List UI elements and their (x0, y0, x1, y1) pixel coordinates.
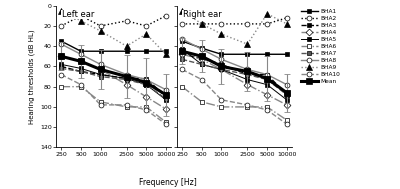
Text: Frequency [Hz]: Frequency [Hz] (139, 178, 197, 187)
Legend: BHA1, BHA2, BHA3, BHA4, BHA5, BHA6, BHA7, BHA8, BHA9, BHA10, Mean: BHA1, BHA2, BHA3, BHA4, BHA5, BHA6, BHA7… (300, 7, 341, 86)
Text: Left ear: Left ear (62, 10, 94, 19)
Text: Right ear: Right ear (183, 10, 221, 19)
Y-axis label: Hearing thresholds (dB HL): Hearing thresholds (dB HL) (28, 29, 34, 124)
